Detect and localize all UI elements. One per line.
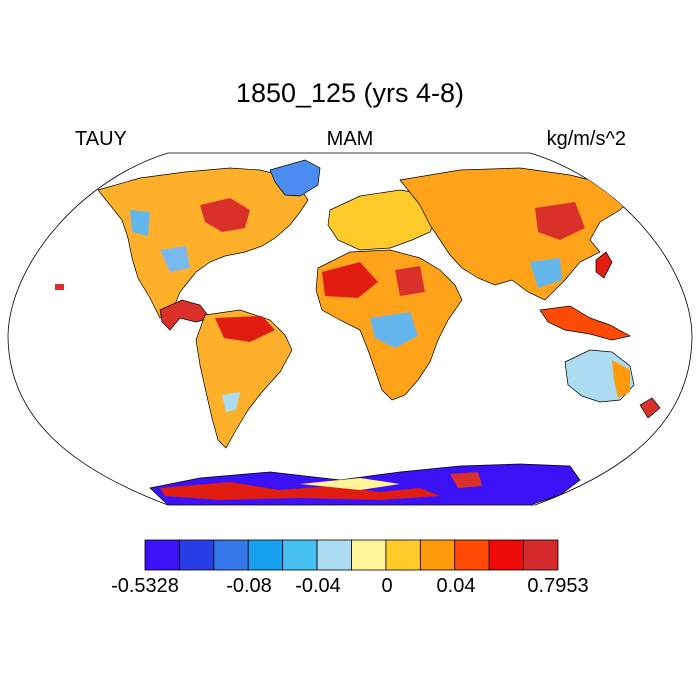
south-america [195,309,293,449]
season-label: MAM [326,128,374,150]
africa-hot-patch [322,262,378,298]
colorbar-swatch-11 [488,539,524,571]
na-hot-patch [200,198,250,232]
colorbar-swatch-6 [316,539,352,571]
hawaii-patch [55,284,64,290]
colorbar-swatch-8 [385,539,421,571]
colorbar-tick-label-2: -0.08 [226,575,272,597]
antarctica-red-band [160,482,440,500]
north-america [97,167,309,319]
central-america [159,299,211,331]
units-label: kg/m/s^2 [546,128,626,150]
colorbar-tick-label-3: -0.04 [295,575,341,597]
colorbar-tick-label-1: -0.5328 [111,575,179,597]
variable-label: TAUY [75,128,127,150]
colorbar-swatch-9 [419,539,456,571]
africa-cool-patch [370,312,418,348]
na-cool-patch [130,210,150,236]
colorbar-swatch-5 [282,539,318,571]
japan [595,251,613,279]
colorbar-swatch-3 [213,539,249,571]
colorbar-tick-label-5: 0.04 [436,575,476,597]
colorbar-swatch-1 [144,539,180,571]
sa-cool-patch [222,392,240,412]
greenland [269,159,321,197]
asia-hot-patch [535,202,585,240]
colorbar-tick-label-6: 0.7953 [527,575,589,597]
australia-east [612,360,630,398]
new-zealand [639,397,661,419]
colorbar-swatch-10 [454,539,490,571]
sa-hot-patch [215,316,275,342]
plot-title: 1850_125 (yrs 4-8) [235,78,465,108]
colorbar-tick-label-4: 0 [381,575,393,597]
colorbar-swatch-2 [179,539,215,571]
europe [327,189,441,251]
colorbar-swatch-4 [247,539,284,571]
asia-cool-patch [530,258,562,288]
antarctica-yellow-band [300,478,400,490]
africa-hot-patch-2 [395,266,425,296]
se-asia [539,305,631,341]
colorbar-swatch-7 [351,539,387,571]
antarctica-hot-spot [450,472,482,488]
colorbar-swatch-12 [523,539,559,571]
na-south-cool [160,246,190,272]
